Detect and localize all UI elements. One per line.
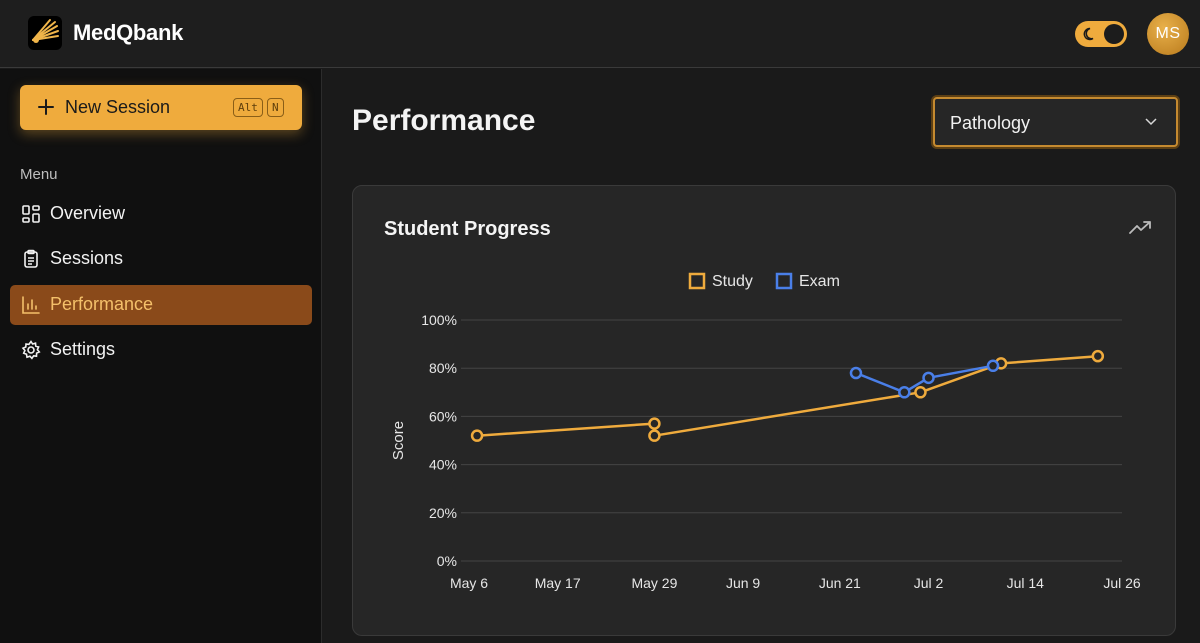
sidebar-item-label: Overview <box>50 203 126 223</box>
x-tick-label: May 17 <box>535 575 581 591</box>
bar-chart-icon <box>22 296 40 314</box>
page-title: Performance <box>352 104 536 137</box>
sidebar-item-label: Performance <box>50 294 154 314</box>
dashboard-icon <box>22 205 40 223</box>
sidebar-item-sessions[interactable]: Sessions <box>10 239 312 279</box>
logo-icon[interactable] <box>28 16 62 50</box>
sidebar-item-label: Settings <box>50 339 116 359</box>
card-title: Student Progress <box>384 218 551 240</box>
avatar[interactable]: MS <box>1147 13 1189 55</box>
data-point-study <box>648 417 661 430</box>
progress-chart: 0% 20% 40% 60% 80% 100% May 6 May 17 May 29 Jun 9… <box>390 272 1141 591</box>
shortcut-key-n: N <box>267 98 284 117</box>
x-tick-label: Jul 14 <box>1007 575 1045 591</box>
main-content: Performance Pathology Student Progress 0… <box>323 69 1200 643</box>
sidebar: New Session Alt N Menu Overview Sessions <box>0 69 322 643</box>
shortcut-key-alt: Alt <box>233 98 263 117</box>
series-line-exam <box>855 364 994 394</box>
new-session-label: New Session <box>65 97 171 117</box>
x-tick-label: Jun 21 <box>819 575 861 591</box>
theme-toggle[interactable] <box>1075 21 1127 47</box>
sidebar-item-label: Sessions <box>50 248 124 268</box>
x-tick-label: Jul 26 <box>1103 575 1141 591</box>
data-point-exam <box>898 386 911 399</box>
y-tick-label: 20% <box>429 505 457 521</box>
new-session-button[interactable]: New Session Alt N <box>20 85 302 130</box>
sidebar-item-performance[interactable]: Performance <box>10 285 312 325</box>
y-tick-label: 60% <box>429 408 457 424</box>
clipboard-icon <box>24 249 38 268</box>
data-point-exam <box>986 359 1000 373</box>
data-point-study <box>914 386 927 399</box>
legend-swatch <box>688 272 706 290</box>
chevron-down-icon <box>1145 118 1157 126</box>
y-tick-label: 80% <box>429 360 457 376</box>
y-tick-label: 0% <box>437 553 457 569</box>
x-tick-label: Jul 2 <box>914 575 944 591</box>
legend-label: Study <box>712 273 753 290</box>
x-tick-label: May 29 <box>631 575 677 591</box>
data-point-study <box>470 429 484 442</box>
y-axis-label: Score <box>390 421 407 460</box>
plus-icon <box>38 99 54 115</box>
subject-select-value: Pathology <box>950 113 1031 133</box>
app-name: MedQbank <box>73 20 184 45</box>
y-tick-label: 100% <box>421 312 457 328</box>
data-point-exam <box>922 371 935 385</box>
student-progress-card: Student Progress 0% 20% 40% 60% 80% 100% May 6… <box>352 185 1176 636</box>
data-point-exam <box>849 366 863 380</box>
top-bar: MedQbank MS <box>0 0 1200 68</box>
legend-swatch <box>775 272 793 290</box>
toggle-knob <box>1104 24 1124 44</box>
gear-icon <box>21 340 41 360</box>
x-tick-label: Jun 9 <box>726 575 760 591</box>
subject-select[interactable]: Pathology <box>933 97 1178 147</box>
sidebar-item-overview[interactable]: Overview <box>10 194 312 234</box>
data-point-study <box>648 429 661 442</box>
series-line-study <box>477 354 1098 437</box>
sidebar-item-settings[interactable]: Settings <box>10 330 312 370</box>
y-tick-label: 40% <box>429 457 457 473</box>
trending-up-icon[interactable] <box>1129 219 1153 235</box>
moon-icon <box>1083 27 1094 41</box>
x-tick-label: May 6 <box>450 575 488 591</box>
legend-label: Exam <box>799 273 840 290</box>
menu-heading: Menu <box>20 166 58 183</box>
data-point-study <box>1091 349 1105 363</box>
